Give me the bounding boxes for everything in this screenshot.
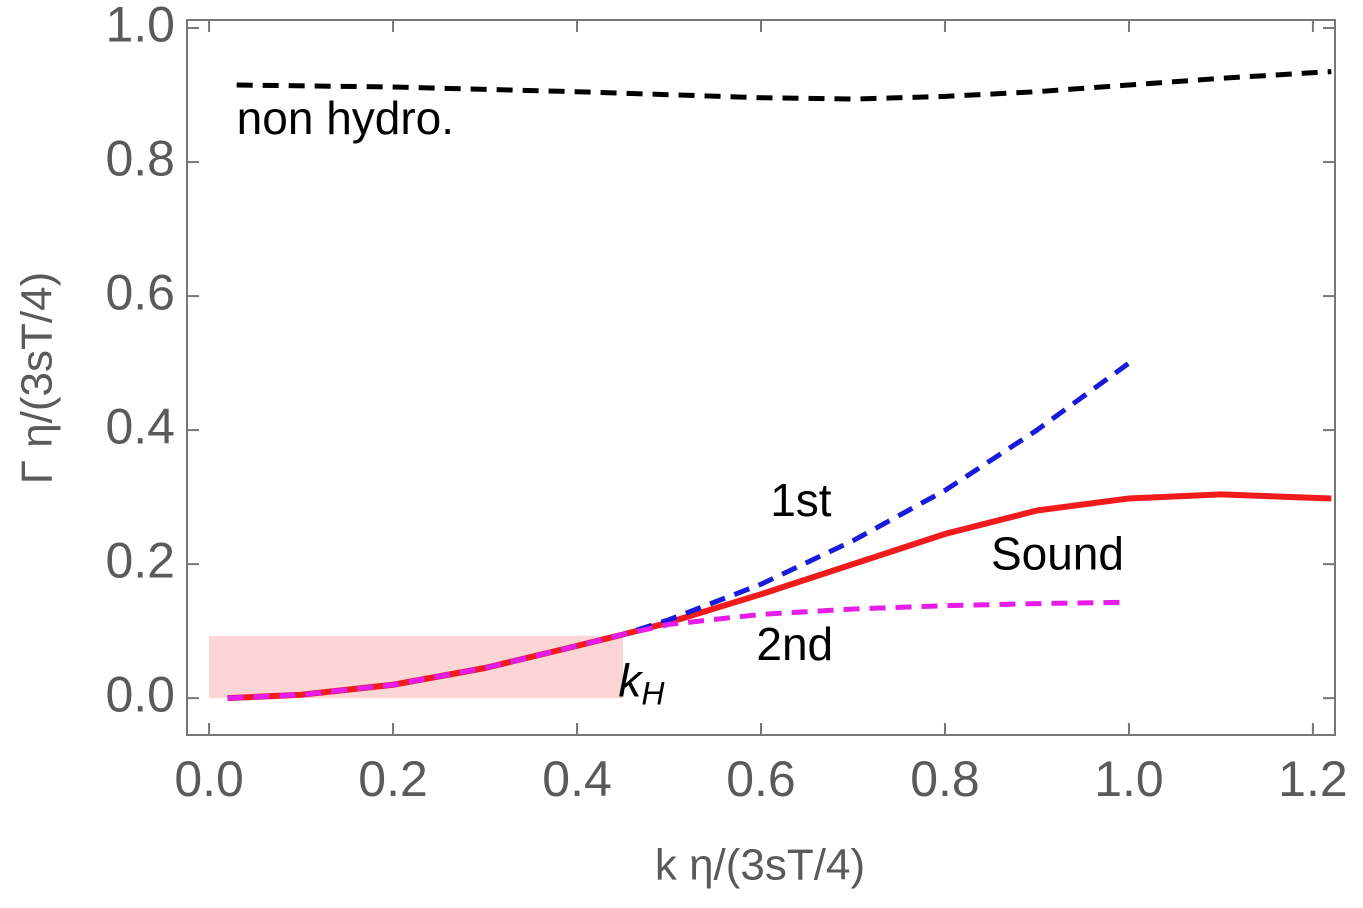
y-tick-label: 1.0	[105, 0, 175, 52]
x-tick-label: 0.4	[542, 751, 612, 807]
x-tick-label: 0.0	[174, 751, 244, 807]
y-axis-label: Γ η/(3sT/4)	[13, 272, 62, 485]
shaded-region	[209, 635, 624, 699]
series-line	[236, 69, 1332, 102]
series-line	[227, 599, 1120, 701]
annotation: 2nd	[756, 618, 833, 670]
y-tick-label: 0.2	[105, 532, 175, 588]
marker-label: kH	[618, 655, 665, 712]
x-tick-label: 0.8	[910, 751, 980, 807]
marker-label-sub: H	[641, 676, 665, 712]
annotation: 1st	[770, 474, 832, 526]
y-tick-label: 0.0	[105, 666, 175, 722]
y-tick-label: 0.6	[105, 264, 175, 320]
x-tick-label: 1.2	[1278, 751, 1348, 807]
y-tick-label: 0.8	[105, 130, 175, 186]
x-axis-label: k η/(3sT/4)	[655, 841, 865, 890]
x-tick-label: 0.6	[726, 751, 796, 807]
x-tick-label: 1.0	[1094, 751, 1164, 807]
y-tick-label: 0.4	[105, 398, 175, 454]
series-line	[227, 491, 1332, 702]
annotation: non hydro.	[237, 92, 454, 144]
marker-label-main: k	[618, 655, 643, 707]
annotation: Sound	[991, 528, 1124, 580]
x-tick-label: 0.2	[358, 751, 428, 807]
